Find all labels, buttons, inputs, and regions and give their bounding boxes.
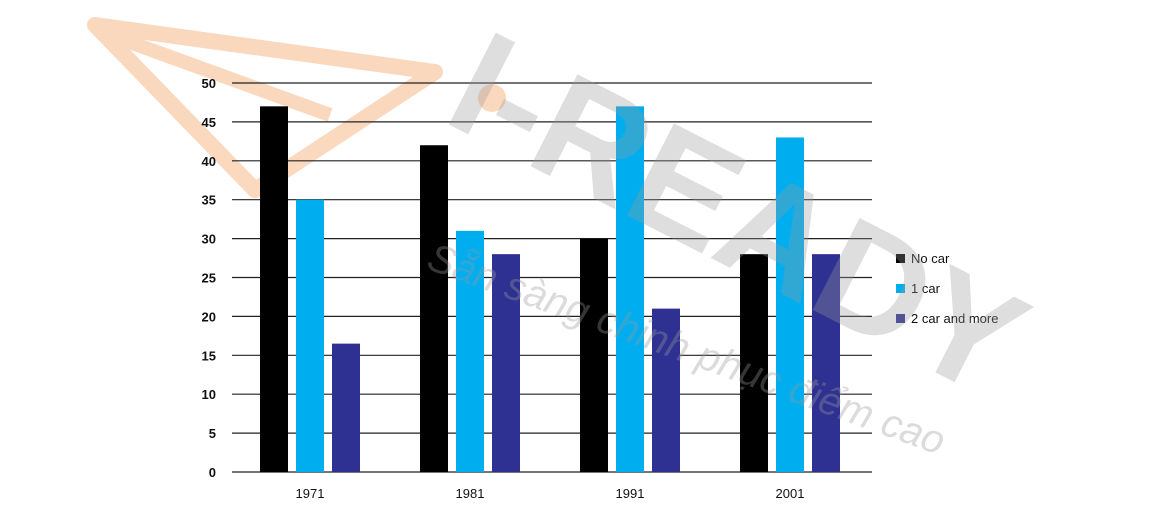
x-tick-label: 1981: [456, 486, 485, 501]
y-tick-label: 0: [209, 465, 216, 480]
y-axis-ticks: 0 5 10 15 20 25 30 35 40 45 50: [202, 76, 216, 480]
y-tick-label: 10: [202, 387, 216, 402]
y-tick-label: 35: [202, 193, 216, 208]
legend-label: 1 car: [911, 281, 941, 296]
bar-2-car-and-more-1971: [332, 343, 360, 472]
bar-2-car-and-more-1991: [652, 308, 680, 472]
x-axis-ticks: 1971 1981 1991 2001: [296, 486, 805, 501]
bar-no-car-1991: [580, 238, 608, 472]
bar-no-car-1971: [260, 106, 288, 472]
bar-no-car-2001: [740, 254, 768, 472]
legend-label: No car: [911, 251, 950, 266]
x-tick-label: 1991: [616, 486, 645, 501]
y-tick-label: 40: [202, 154, 216, 169]
y-tick-label: 20: [202, 309, 216, 324]
legend-label: 2 car and more: [911, 311, 998, 326]
x-tick-label: 2001: [776, 486, 805, 501]
legend-swatch: [896, 284, 905, 293]
y-tick-label: 15: [202, 348, 216, 363]
legend-swatch: [896, 254, 905, 263]
watermark-logo: [87, 17, 506, 198]
bar-1-car-1981: [456, 230, 484, 472]
y-tick-label: 50: [202, 76, 216, 91]
bar-1-car-1971: [296, 199, 324, 472]
legend: No car 1 car 2 car and more: [896, 251, 998, 326]
y-tick-label: 45: [202, 115, 216, 130]
bar-2-car-and-more-1981: [492, 254, 520, 472]
bar-2-car-and-more-2001: [812, 254, 840, 472]
y-tick-label: 5: [209, 426, 216, 441]
y-tick-label: 30: [202, 232, 216, 247]
bar-no-car-1981: [420, 145, 448, 473]
legend-swatch: [896, 314, 905, 323]
y-tick-label: 25: [202, 271, 216, 286]
bars: [260, 106, 840, 473]
x-tick-label: 1971: [296, 486, 325, 501]
bar-1-car-1991: [616, 106, 644, 472]
bar-1-car-2001: [776, 137, 804, 472]
